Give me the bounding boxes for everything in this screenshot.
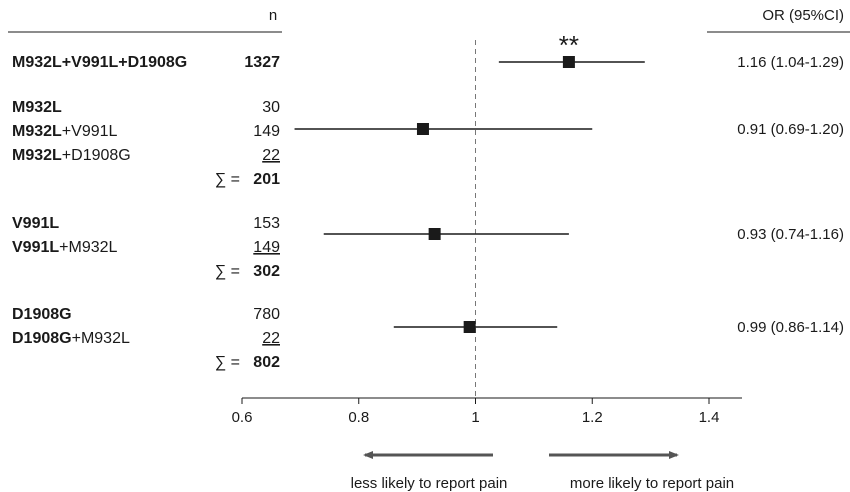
row-label-part: V991L [12,239,59,256]
row-n: 153 [253,215,280,232]
row-n: 149 [253,239,280,256]
point-estimate [416,123,429,135]
row-label: D1908G [12,306,72,323]
row-label-part: M932L+V991L+D1908G [12,54,187,71]
x-axis: 0.6 0.8 1 1.2 1.4 [232,397,742,426]
point-estimate [428,228,441,240]
or-ci-label: 0.99 (0.86-1.14) [737,319,844,336]
row-label: D1908G+M932L [12,330,130,347]
x-tick-label: 1.2 [582,409,603,426]
row-label-part: M932L [12,123,62,140]
header-n: n [269,7,277,24]
row-n: 1327 [244,54,280,71]
direction-arrows: less likely to report pain more likely to… [351,451,734,492]
x-tick-label: 0.8 [348,409,369,426]
sum-value: 302 [253,263,280,280]
significance-stars: ** [559,30,579,60]
row-n: 780 [253,306,280,323]
arrow-left-label: less likely to report pain [351,475,508,492]
x-tick-label: 0.6 [232,409,253,426]
x-tick-label: 1 [471,409,479,426]
row-label-part: M932L [12,147,62,164]
row-label: V991L+M932L [12,239,118,256]
point-estimate [562,56,575,68]
row-n: 22 [262,330,280,347]
sum-symbol: ∑ = [215,263,240,280]
or-ci-label: 0.93 (0.74-1.16) [737,226,844,243]
sum-value: 201 [253,171,280,188]
row-label: V991L [12,215,59,232]
row-label-part: V991L [12,215,59,232]
row-label: M932L+V991L+D1908G [12,54,187,71]
x-tick-label: 1.4 [699,409,720,426]
row-n: 149 [253,123,280,140]
row-label: M932L+V991L [12,123,118,140]
or-ci-label: 1.16 (1.04-1.29) [737,54,844,71]
row-label: M932L [12,99,62,116]
row-label-part: +V991L [62,123,118,140]
row-label-part: +M932L [59,239,117,256]
or-ci-label: 0.91 (0.69-1.20) [737,121,844,138]
row-n: 22 [262,147,280,164]
row-label-part: +M932L [72,330,130,347]
sum-symbol: ∑ = [215,171,240,188]
arrow-right-label: more likely to report pain [570,475,734,492]
row-label-part: M932L [12,99,62,116]
row-n: 30 [262,99,280,116]
row-label: M932L+D1908G [12,147,131,164]
row-label-part: +D1908G [62,147,131,164]
sum-symbol: ∑ = [215,354,240,371]
header-or-ci: OR (95%CI) [762,7,844,24]
sum-value: 802 [253,354,280,371]
row-label-part: D1908G [12,330,72,347]
row-label-part: D1908G [12,306,72,323]
plot-area: 1.16 (1.04-1.29) ** 0.91 (0.69-1.20) 0.93 (… [294,30,844,398]
point-estimate [463,321,476,333]
